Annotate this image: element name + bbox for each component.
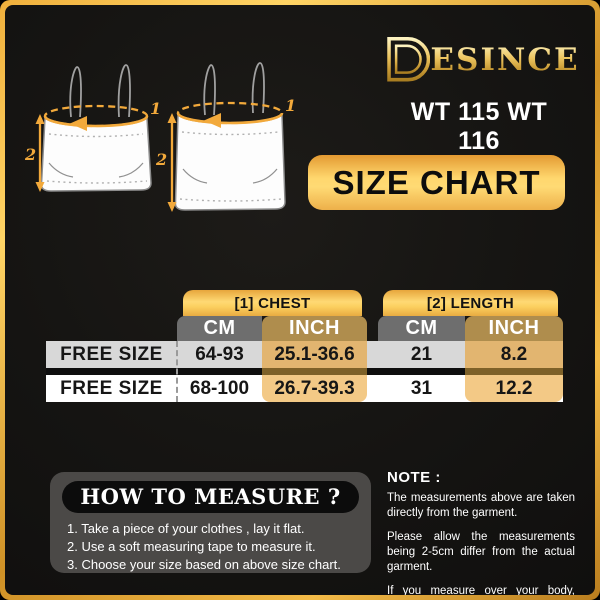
chest-measure-arc: [43, 115, 149, 128]
chest-group-header: [1] CHEST: [183, 290, 362, 316]
how-to-measure-panel: HOW TO MEASURE ? 1. Take a piece of your…: [50, 472, 371, 573]
strap-left: [69, 66, 82, 118]
seam-curve: [48, 162, 74, 178]
measure-step: 2. Use a soft measuring tape to measure …: [67, 539, 316, 554]
chest-inch-header: INCH: [262, 316, 367, 341]
length-number-label: 2: [24, 145, 36, 164]
strap-left: [203, 64, 216, 116]
chest-measure-arc: [176, 112, 284, 125]
chest-inch-cell: 25.1-36.6: [262, 341, 367, 368]
arrowhead-down-icon: [35, 182, 45, 192]
chest-cm-cell: 68-100: [189, 378, 250, 399]
size-chart-badge-label: SIZE CHART: [332, 163, 541, 201]
table-row: FREE SIZE 68-100 26.7-39.3 31 12.2: [46, 375, 563, 402]
page-background: ESINCE WT 115 WT 116 SIZE CHART: [5, 5, 595, 595]
garment-front-long: 1 2: [155, 62, 296, 212]
strap-right: [251, 62, 265, 114]
arrowhead-up-icon: [35, 114, 45, 124]
length-inch-cell: 8.2: [465, 341, 563, 368]
size-chart-badge: SIZE CHART: [308, 155, 565, 210]
row-separator: [262, 368, 367, 375]
note-panel: NOTE : The measurements above are taken …: [387, 469, 575, 595]
seam-curve: [118, 162, 144, 178]
size-label-cell: FREE SIZE: [60, 378, 163, 399]
brand-logo-text: ESINCE: [430, 42, 580, 78]
chest-arrowhead-icon: [204, 113, 221, 128]
chest-cm-header: CM: [177, 316, 262, 341]
seam-curve: [252, 168, 278, 184]
model-number: WT 115 WT 116: [410, 98, 548, 155]
size-column-divider: [176, 341, 178, 402]
note-title: NOTE :: [387, 469, 441, 486]
length-inch-header: INCH: [465, 316, 563, 341]
note-paragraph: The measurements above are taken directl…: [387, 492, 575, 519]
brand-logo: ESINCE: [387, 33, 578, 87]
row-separator: [465, 368, 563, 375]
arrowhead-down-icon: [167, 202, 177, 212]
chest-inch-cell: 26.7-39.3: [262, 375, 367, 402]
size-label-cell: FREE SIZE: [60, 344, 163, 365]
note-paragraph: Please allow the measurements being 2-5c…: [387, 531, 575, 573]
measure-step: 1. Take a piece of your clothes , lay it…: [67, 521, 305, 536]
length-number-label: 2: [155, 150, 167, 169]
garment-body: [40, 116, 152, 192]
note-paragraph: If you measure over your body, please ad…: [387, 585, 575, 595]
how-to-measure-title: HOW TO MEASURE ?: [62, 481, 359, 513]
stitch-line: [179, 198, 283, 202]
garment-body: [174, 113, 286, 211]
chest-number-label: 1: [150, 99, 161, 118]
length-group-header: [2] LENGTH: [383, 290, 558, 316]
arrowhead-up-icon: [167, 113, 177, 123]
length-cm-cell: 31: [410, 378, 433, 399]
garment-measure-diagram: 1 2 1 2: [24, 62, 296, 212]
stitch-line: [46, 180, 148, 184]
length-cm-cell: 21: [410, 344, 433, 365]
length-cm-header: CM: [378, 316, 465, 341]
chest-cm-cell: 64-93: [195, 344, 244, 365]
seam-curve: [182, 168, 208, 184]
strap-right: [117, 64, 131, 118]
garment-front-short: 1 2: [24, 64, 161, 192]
length-inch-cell: 12.2: [465, 375, 563, 402]
chest-number-label: 1: [285, 96, 296, 115]
table-row: FREE SIZE 64-93 25.1-36.6 21 8.2: [46, 341, 563, 368]
measure-step: 3. Choose your size based on above size …: [67, 557, 341, 572]
brand-logo-d-icon: [387, 36, 431, 82]
size-table: [1] CHEST [2] LENGTH CM INCH CM INCH FRE…: [46, 290, 563, 402]
chest-arrowhead-icon: [70, 116, 87, 131]
